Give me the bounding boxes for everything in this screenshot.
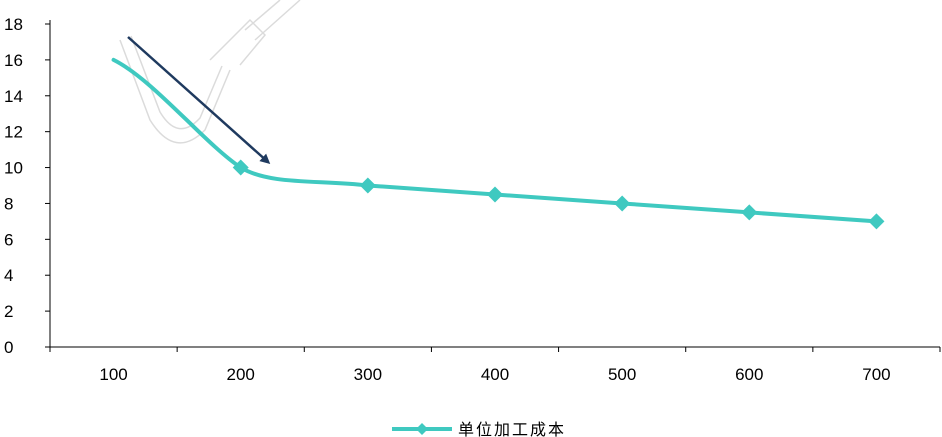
x-tick-label: 500: [608, 365, 636, 384]
trend-arrow: [127, 36, 271, 164]
y-tick-label: 2: [4, 302, 13, 321]
data-point-marker: [487, 186, 503, 203]
y-axis: 0 2 4 6 8 10 12 14 16 18: [4, 15, 51, 357]
data-point-marker: [741, 204, 758, 221]
y-tick-label: 16: [4, 51, 23, 70]
x-axis: 100 200 300 400 500 600 700: [49, 346, 941, 384]
series-layer: [111, 57, 885, 230]
annotations: [127, 36, 271, 164]
legend-marker: [416, 423, 428, 435]
y-tick-label: 14: [4, 87, 23, 106]
x-tick-label: 700: [862, 365, 890, 384]
legend-label: 单位加工成本: [458, 420, 566, 437]
legend: 单位加工成本: [392, 420, 566, 437]
y-tick-label: 0: [4, 338, 13, 357]
y-tick-label: 18: [4, 15, 23, 34]
x-tick-label: 200: [227, 365, 255, 384]
y-tick-label: 10: [4, 159, 23, 178]
watermark: [119, 0, 301, 144]
x-tick-label: 600: [735, 365, 763, 384]
x-tick-label: 100: [99, 365, 127, 384]
y-tick-label: 6: [4, 230, 13, 249]
x-tick-label: 400: [481, 365, 509, 384]
data-point-marker: [232, 159, 249, 176]
data-point-marker: [868, 213, 885, 230]
y-tick-label: 8: [4, 194, 13, 213]
x-tick-label: 300: [354, 365, 382, 384]
data-point-marker: [359, 177, 376, 194]
data-point-marker: [614, 195, 631, 212]
y-tick-label: 12: [4, 123, 23, 142]
y-tick-label: 4: [4, 266, 13, 285]
